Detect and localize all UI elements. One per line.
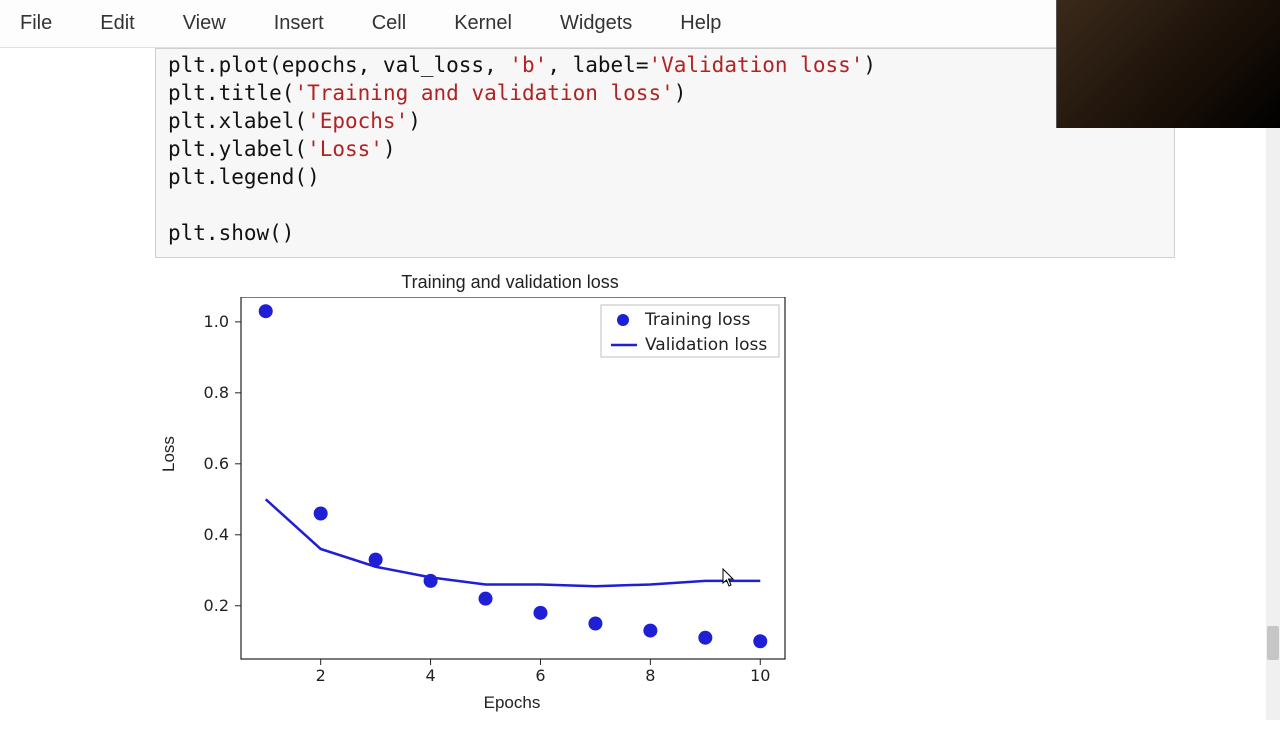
menu-edit[interactable]: Edit <box>100 12 134 35</box>
svg-text:2: 2 <box>316 666 326 685</box>
webcam-overlay <box>1056 0 1280 128</box>
loss-chart: 0.2 0.4 0.6 0.8 1.0 2 4 6 8 10 Training loss Valida… <box>155 297 815 689</box>
menu-insert[interactable]: Insert <box>274 12 324 35</box>
menu-cell[interactable]: Cell <box>372 12 406 35</box>
chart-ylabel: Loss <box>159 436 179 472</box>
notebook-area[interactable]: plt.plot(epochs, val_loss, 'b', label='V… <box>0 48 1280 733</box>
menu-kernel[interactable]: Kernel <box>454 12 512 35</box>
svg-text:0.6: 0.6 <box>204 454 229 473</box>
output-cell: Training and validation loss Loss 0.20.4… <box>155 272 915 713</box>
svg-text:0.2: 0.2 <box>204 596 229 615</box>
menu-help[interactable]: Help <box>680 12 721 35</box>
scrollbar-track[interactable] <box>1266 128 1280 720</box>
svg-text:0.8: 0.8 <box>204 383 229 402</box>
chart-title: Training and validation loss <box>105 272 915 293</box>
chart-xlabel: Epochs <box>237 693 787 713</box>
menu-file[interactable]: File <box>20 12 52 35</box>
svg-text:Training loss: Training loss <box>644 310 750 330</box>
menu-view[interactable]: View <box>183 12 226 35</box>
svg-text:8: 8 <box>645 666 655 685</box>
svg-text:1.0: 1.0 <box>204 312 229 331</box>
svg-text:0.4: 0.4 <box>204 525 229 544</box>
svg-text:4: 4 <box>425 666 435 685</box>
code-content[interactable]: plt.plot(epochs, val_loss, 'b', label='V… <box>168 51 1162 247</box>
svg-text:Validation loss: Validation loss <box>645 335 767 355</box>
svg-text:6: 6 <box>535 666 545 685</box>
menu-widgets[interactable]: Widgets <box>560 12 632 35</box>
svg-text:10: 10 <box>750 666 770 685</box>
code-cell[interactable]: plt.plot(epochs, val_loss, 'b', label='V… <box>155 48 1175 258</box>
scrollbar-thumb[interactable] <box>1267 626 1279 660</box>
